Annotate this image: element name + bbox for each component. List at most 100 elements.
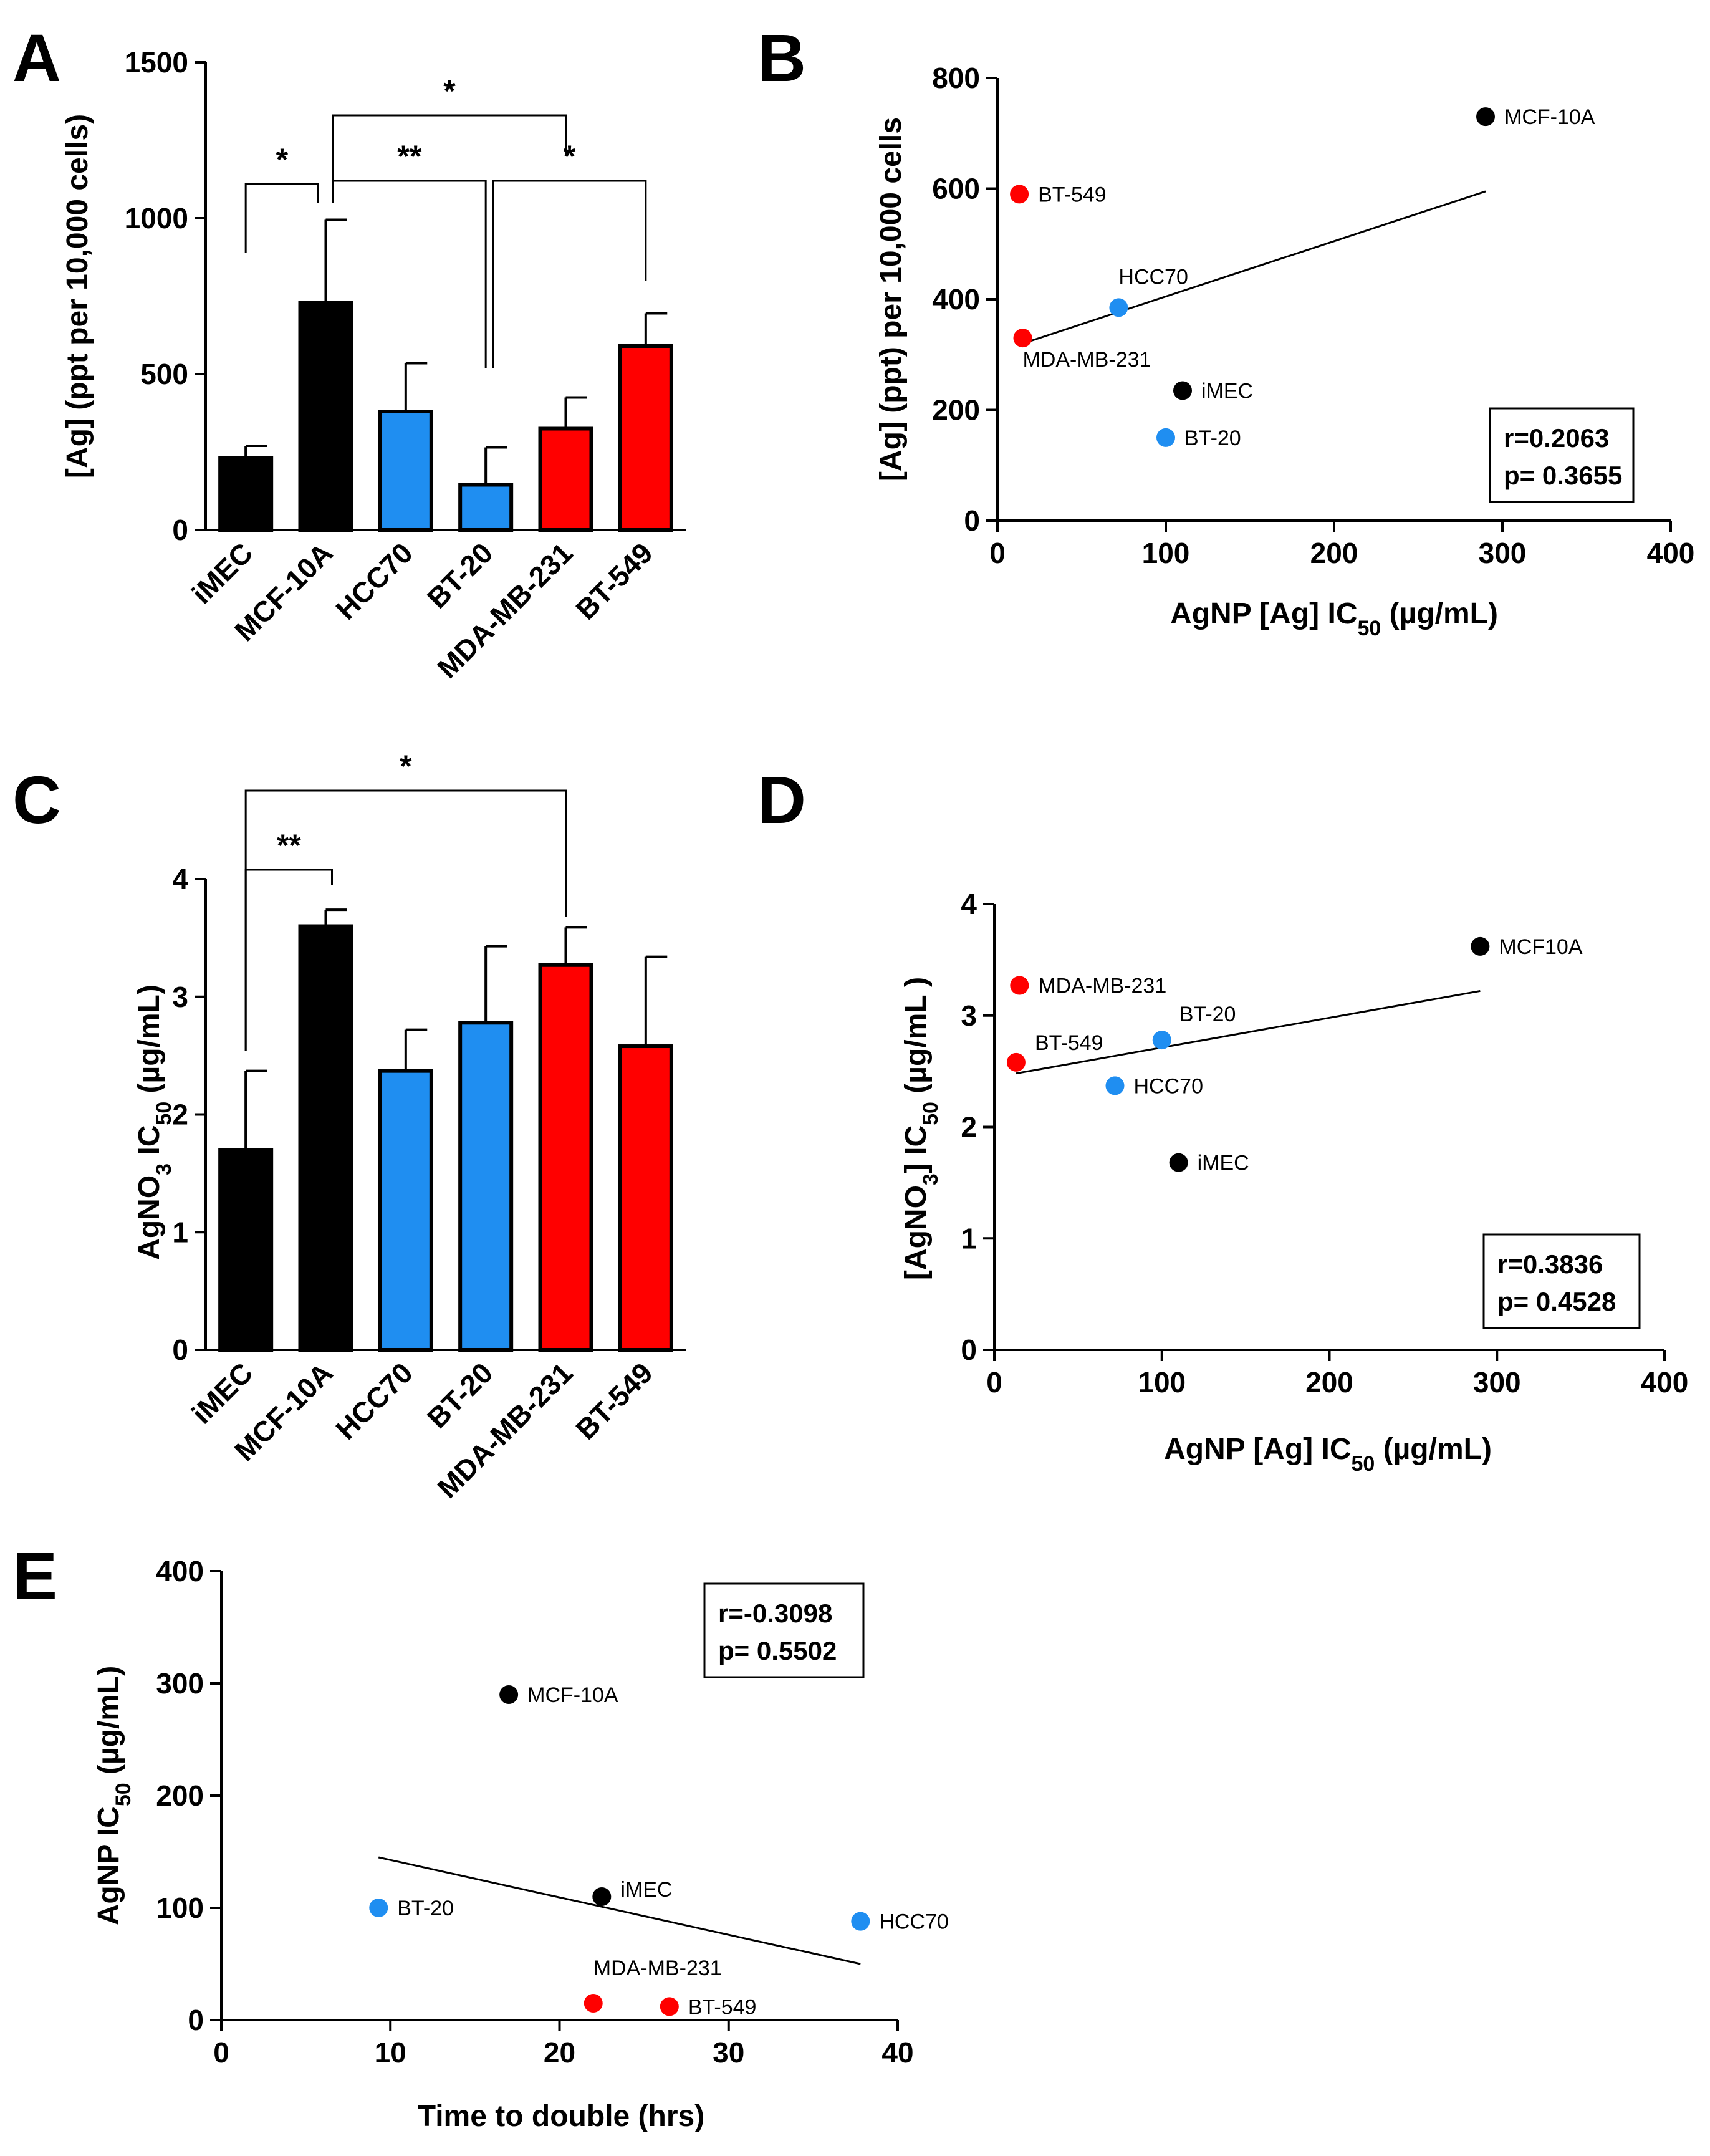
panel-a-y-tick-label: 500	[140, 358, 188, 390]
panel-e-y-tick-label: 0	[188, 2004, 204, 2036]
panel-d-fit-line	[1016, 989, 1481, 1075]
panel-a-y-tick-label: 1500	[125, 46, 188, 79]
panel-e-x-axis-title: Time to double (hrs)	[418, 2100, 704, 2133]
panel-b-x-tick-label: 100	[1142, 537, 1190, 569]
panel-b-y-tick-label: 800	[932, 62, 980, 94]
panel-b-point	[1156, 428, 1175, 447]
panel-d-stat-r: r=0.3836	[1497, 1249, 1603, 1279]
panel-d-y-tick-label: 0	[961, 1334, 977, 1366]
panel-e-point	[584, 1994, 603, 2013]
panel-d-point	[1010, 976, 1029, 995]
panel-e-point-label: MDA-MB-231	[593, 1956, 722, 1980]
panel-c-category-label: BT-549	[569, 1356, 658, 1445]
panel-b-x-tick-label: 300	[1479, 537, 1527, 569]
panel-c-bar	[298, 924, 353, 1352]
panel-a-y-axis-title: [Ag] (ppt per 10,000 cells)	[61, 114, 94, 478]
panel-d-point-label: MCF10A	[1499, 935, 1582, 959]
panel-a-bar	[458, 483, 514, 532]
panel-a-bar	[618, 344, 673, 532]
panel-a-significance-label: *	[564, 139, 576, 174]
panel-d-point-label: MDA-MB-231	[1038, 974, 1166, 998]
panel-b-fit-line	[1022, 190, 1486, 345]
panel-a-significance-label: *	[276, 142, 289, 177]
panel-a-category-label: HCC70	[329, 536, 418, 625]
panel-e-stat-r: r=-0.3098	[718, 1599, 832, 1628]
panel-d-point-label: iMEC	[1198, 1152, 1249, 1175]
panel-b-x-tick-label: 200	[1310, 537, 1358, 569]
panel-letter-a: A	[12, 20, 61, 95]
panel-b-point-label: BT-20	[1184, 426, 1241, 450]
panel-a-y-tick-label: 1000	[125, 202, 188, 234]
panel-c-bar	[458, 1021, 514, 1352]
panel-d-point	[1105, 1076, 1125, 1095]
panel-d-point-label: BT-549	[1035, 1031, 1103, 1055]
panel-e-x-tick-label: 30	[713, 2036, 744, 2069]
panel-b-point-label: MCF-10A	[1504, 105, 1595, 129]
panel-e-y-axis-title: AgNP IC50 (µg/mL)	[92, 1666, 135, 1926]
panel-c-y-tick-label: 3	[172, 981, 188, 1013]
panel-e-stat-p: p= 0.5502	[718, 1636, 837, 1665]
panel-b-x-tick-label: 400	[1647, 537, 1695, 569]
panel-d-x-axis-title: AgNP [Ag] IC50 (µg/mL)	[1164, 1433, 1492, 1476]
panel-e-x-tick-label: 0	[213, 2036, 229, 2069]
panel-d-point	[1006, 1052, 1026, 1072]
panel-b-stats-box	[1489, 407, 1635, 503]
panel-c-significance-label: **	[277, 828, 301, 863]
panel-a-y-tick-label: 0	[172, 514, 188, 546]
panel-a-bar	[218, 456, 274, 532]
panel-b-point-label: iMEC	[1201, 379, 1253, 403]
panel-letter-b: B	[757, 20, 806, 95]
panel-c-y-tick-label: 2	[172, 1099, 188, 1131]
panel-e-point-label: iMEC	[620, 1878, 672, 1902]
panel-a-significance-bracket	[332, 114, 567, 203]
panel-e-stats-box	[703, 1582, 865, 1678]
panel-b-point-label: BT-549	[1038, 183, 1107, 206]
panel-e-point	[369, 1899, 388, 1917]
panel-c-y-tick-label: 4	[172, 863, 188, 895]
panel-c-y-axis-title: AgNO3 IC50 (µg/mL)	[133, 984, 176, 1260]
panel-e-point	[851, 1912, 870, 1931]
panel-d-stats-box	[1482, 1233, 1641, 1329]
panel-d-x-tick-label: 100	[1138, 1366, 1186, 1398]
panel-e-point-label: BT-20	[397, 1897, 454, 1920]
panel-e-x-tick-label: 20	[544, 2036, 575, 2069]
panel-e-point	[499, 1685, 519, 1704]
panel-d-x-tick-label: 0	[986, 1366, 1002, 1398]
panel-e-y-tick-label: 400	[156, 1555, 204, 1587]
panel-e-x-tick-label: 10	[375, 2036, 406, 2069]
panel-e-scatter-chart: 0 100 200 300 400 0 10 20 30 40 MCF-10A iMEC BT-20 HC…	[92, 1555, 949, 2133]
panel-d-y-tick-label: 4	[961, 888, 977, 920]
panel-a-bar	[538, 426, 593, 532]
panel-letter-d: D	[757, 762, 806, 837]
panel-letter-c: C	[12, 762, 61, 837]
panel-c-significance-label: *	[400, 749, 412, 784]
panel-b-y-tick-label: 600	[932, 173, 980, 205]
panel-a-bar	[298, 301, 353, 532]
panel-d-x-tick-label: 400	[1641, 1366, 1689, 1398]
panel-c-bar	[378, 1069, 433, 1352]
panel-e-point	[592, 1887, 612, 1906]
panel-c-bar	[218, 1148, 274, 1352]
panel-d-scatter-chart: 0 1 2 3 4 0 100 200 300 400 MCF10A MDA-MB-231 BT-549…	[900, 888, 1688, 1476]
panel-b-point	[1010, 185, 1029, 204]
panel-b-y-axis-title: [Ag] (ppt) per 10,000 cells	[875, 117, 908, 481]
panel-e-point-label: MCF-10A	[527, 1683, 618, 1707]
panel-a-category-label: BT-20	[421, 536, 499, 614]
panel-c-category-label: HCC70	[329, 1356, 418, 1445]
panel-c-y-tick-label: 1	[172, 1216, 188, 1248]
panel-b-point	[1476, 107, 1495, 127]
panel-b-stat-p: p= 0.3655	[1504, 461, 1622, 490]
panel-c-bar	[538, 963, 593, 1352]
panel-b-x-tick-label: 0	[989, 537, 1006, 569]
panel-letter-e: E	[12, 1538, 57, 1614]
panel-e-fit-line	[378, 1856, 861, 1965]
panel-e-point-label: BT-549	[688, 1995, 757, 2019]
panel-c-category-label: iMEC	[185, 1356, 259, 1430]
panel-b-point-label: MDA-MB-231	[1023, 348, 1151, 372]
panel-e-point-label: HCC70	[879, 1910, 948, 1934]
panel-d-x-tick-label: 300	[1473, 1366, 1521, 1398]
panel-c-significance-bracket	[244, 789, 567, 1051]
